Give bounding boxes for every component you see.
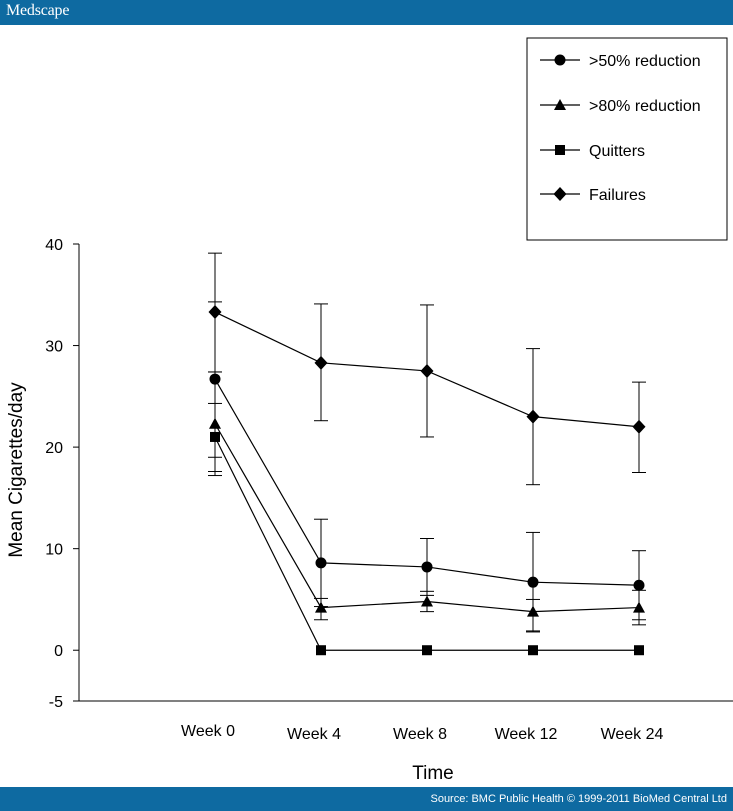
point-failures xyxy=(420,363,434,378)
point-failures xyxy=(314,355,328,370)
point-50-reduction xyxy=(421,561,433,573)
y-tick-label: 30 xyxy=(45,339,63,356)
y-tick-labels: 40 30 20 10 0 -5 xyxy=(45,237,63,711)
legend-label: >50% reduction xyxy=(589,53,701,70)
x-tick-label: Week 4 xyxy=(287,726,341,743)
x-tick-label: Week 0 xyxy=(181,723,235,740)
legend-marker-square xyxy=(555,145,565,155)
y-tick-label: -5 xyxy=(49,694,63,711)
point-50-reduction xyxy=(209,373,221,385)
x-tick-label: Week 12 xyxy=(495,726,558,743)
bottom-bar: Source: BMC Public Health © 1999-2011 Bi… xyxy=(0,787,733,811)
point-quitters xyxy=(210,431,220,442)
y-tick-label: 40 xyxy=(45,237,63,254)
x-tick-labels: Week 0 Week 4 Week 8 Week 12 Week 24 xyxy=(181,723,664,743)
legend-label: >80% reduction xyxy=(589,98,701,115)
point-failures xyxy=(526,409,540,424)
legend-marker-circle xyxy=(554,54,566,66)
legend-item-80-reduction: >80% reduction xyxy=(540,98,701,115)
point-50-reduction xyxy=(527,576,539,588)
legend-marker-triangle xyxy=(554,99,566,110)
point-80-reduction xyxy=(527,605,539,617)
point-50-reduction xyxy=(633,579,645,591)
point-quitters xyxy=(316,645,326,656)
legend-marker-diamond xyxy=(553,187,567,201)
legend-item-50-reduction: >50% reduction xyxy=(540,53,701,70)
legend-item-failures: Failures xyxy=(540,187,646,204)
x-tick-label: Week 24 xyxy=(601,726,664,743)
legend-label: Failures xyxy=(589,187,646,204)
x-axis-label: Time xyxy=(412,763,454,784)
point-quitters xyxy=(528,645,538,656)
legend-label: Quitters xyxy=(589,143,645,160)
point-50-reduction xyxy=(315,557,327,569)
y-axis-label: Mean Cigarettes/day xyxy=(6,382,27,558)
y-tick-label: 0 xyxy=(54,643,63,660)
point-80-reduction xyxy=(633,601,645,613)
x-tick-label: Week 8 xyxy=(393,726,447,743)
legend-box xyxy=(526,37,728,241)
legend-item-quitters: Quitters xyxy=(540,143,645,160)
point-failures xyxy=(632,419,646,434)
point-quitters xyxy=(422,645,432,656)
series-markers xyxy=(208,305,646,656)
point-80-reduction xyxy=(209,417,221,429)
point-quitters xyxy=(634,645,644,656)
legend: >50% reduction >80% reduction Quitters Fail… xyxy=(526,37,728,241)
point-80-reduction xyxy=(421,595,433,607)
error-bars xyxy=(208,252,646,633)
y-tick-label: 10 xyxy=(45,542,63,559)
chart-axes xyxy=(73,243,733,702)
source-credit: Source: BMC Public Health © 1999-2011 Bi… xyxy=(430,793,727,805)
top-bar: Medscape xyxy=(0,0,733,25)
point-80-reduction xyxy=(315,601,327,613)
y-tick-label: 20 xyxy=(45,440,63,457)
medscape-logo: Medscape xyxy=(6,2,70,19)
point-failures xyxy=(208,305,222,320)
